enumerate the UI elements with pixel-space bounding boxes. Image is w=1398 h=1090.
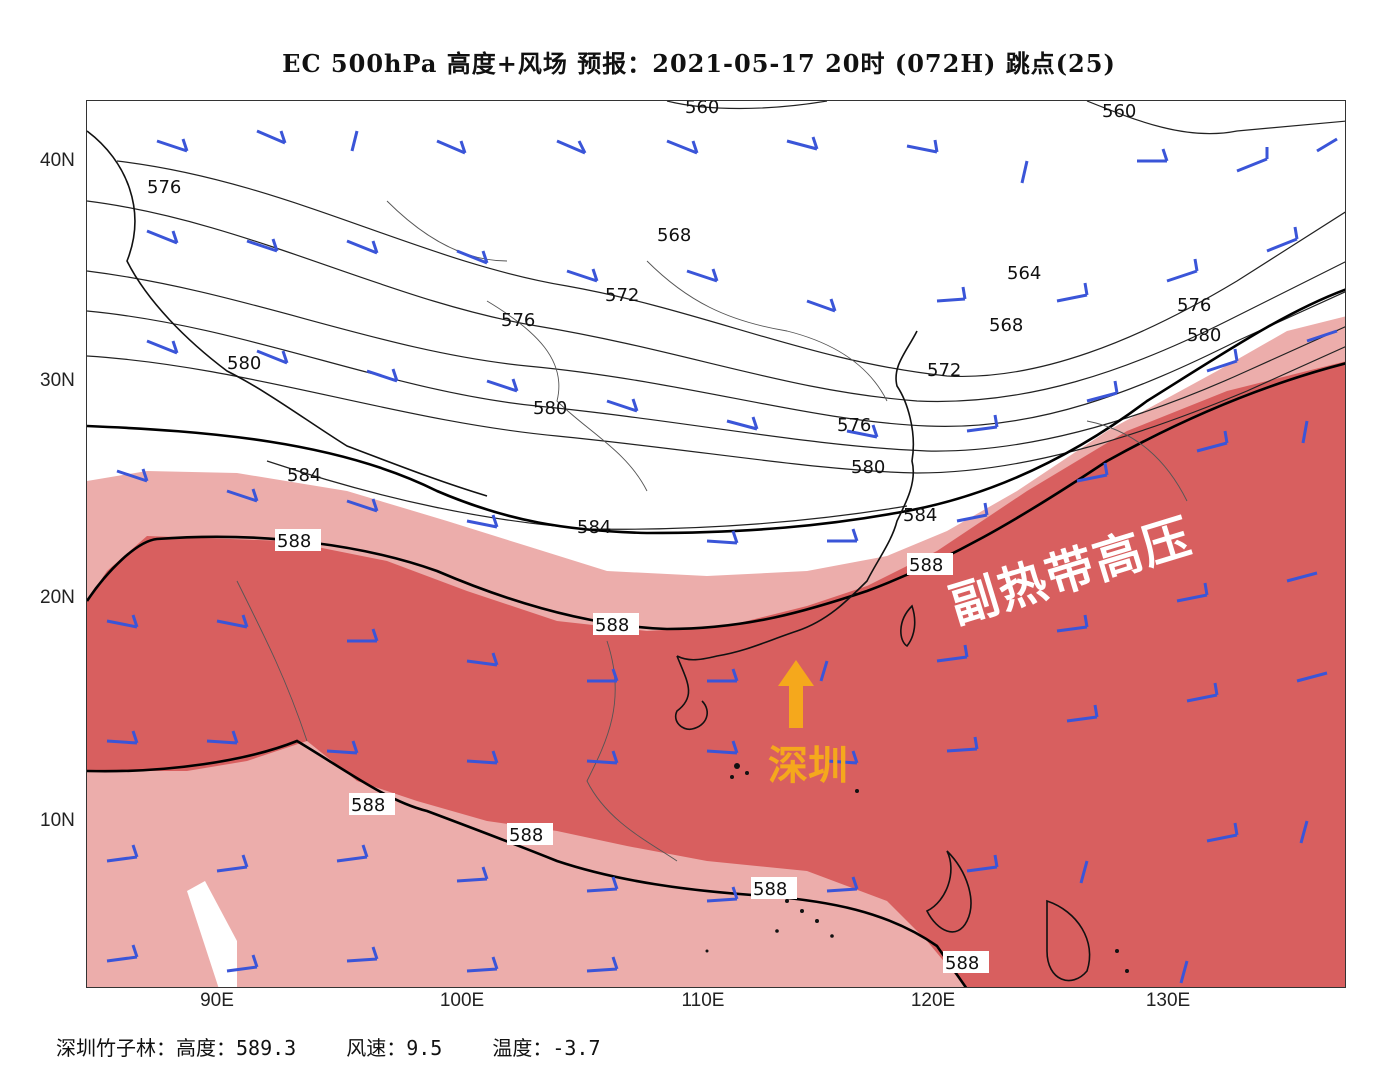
contour-label: 568 <box>657 225 691 246</box>
contour-label: 588 <box>595 615 629 636</box>
lat-label-20n: 20N <box>40 587 75 608</box>
contour-label: 588 <box>909 555 943 576</box>
contour-label: 584 <box>287 465 321 486</box>
contour-label: 560 <box>685 101 719 118</box>
contour-label: 576 <box>837 415 871 436</box>
contour-label: 564 <box>1007 263 1041 284</box>
chart-title: EC 500hPa 高度+风场 预报：2021-05-17 20时 (072H)… <box>282 49 1116 78</box>
contour-label: 584 <box>577 517 611 538</box>
contour-label: 560 <box>1102 101 1136 122</box>
islands <box>705 763 1129 973</box>
contour-lines <box>87 101 1345 530</box>
contour-label: 580 <box>533 398 567 419</box>
contour-label: 572 <box>927 360 961 381</box>
contour-label: 580 <box>227 353 261 374</box>
contour-588-bold <box>87 288 1345 987</box>
lat-label-40n: 40N <box>40 150 75 171</box>
contour-label: 576 <box>1177 295 1211 316</box>
contour-label: 576 <box>147 177 181 198</box>
station-wind: 风速：9.5 <box>346 1036 443 1060</box>
contour-label: 588 <box>753 879 787 900</box>
contour-label: 588 <box>351 795 385 816</box>
lat-label-30n: 30N <box>40 370 75 391</box>
lat-label-10n: 10N <box>40 810 75 831</box>
contour-label: 572 <box>605 285 639 306</box>
province-borders <box>236 200 1188 862</box>
lon-label-110e: 110E <box>681 990 725 1011</box>
contour-label: 580 <box>851 457 885 478</box>
contour-label: 588 <box>945 953 979 974</box>
contour-label-group: 560 560 576 568 564 572 576 568 576 580 … <box>147 101 1221 538</box>
weather-map: 560 560 576 568 564 572 576 568 576 580 … <box>86 100 1346 988</box>
height-region-588 <box>87 361 1345 987</box>
lon-label-120e: 120E <box>910 990 956 1011</box>
contour-label: 576 <box>501 310 535 331</box>
coastline <box>87 130 1091 982</box>
contour-label: 568 <box>989 315 1023 336</box>
wind-barbs <box>106 129 1338 984</box>
contour-label: 588 <box>509 825 543 846</box>
station-height: 深圳竹子林：高度：589.3 <box>56 1036 297 1060</box>
station-readout: 深圳竹子林：高度：589.3 风速：9.5 温度：-3.7 <box>56 1032 651 1061</box>
map-canvas: 560 560 576 568 564 572 576 568 576 580 … <box>87 101 1345 987</box>
lon-label-100e: 100E <box>439 990 485 1011</box>
arrow-up-icon <box>778 660 814 728</box>
lon-label-90e: 90E <box>200 990 234 1011</box>
station-temp: 温度：-3.7 <box>492 1036 601 1060</box>
lon-label-130e: 130E <box>1145 990 1191 1011</box>
contour-label: 588 <box>277 531 311 552</box>
white-patch <box>187 881 237 987</box>
contour-label: 584 <box>903 505 937 526</box>
city-label-shenzhen: 深圳 <box>768 743 848 789</box>
contour-588-labels: 588 588 588 588 588 588 588 <box>275 529 989 974</box>
contour-label: 580 <box>1187 325 1221 346</box>
